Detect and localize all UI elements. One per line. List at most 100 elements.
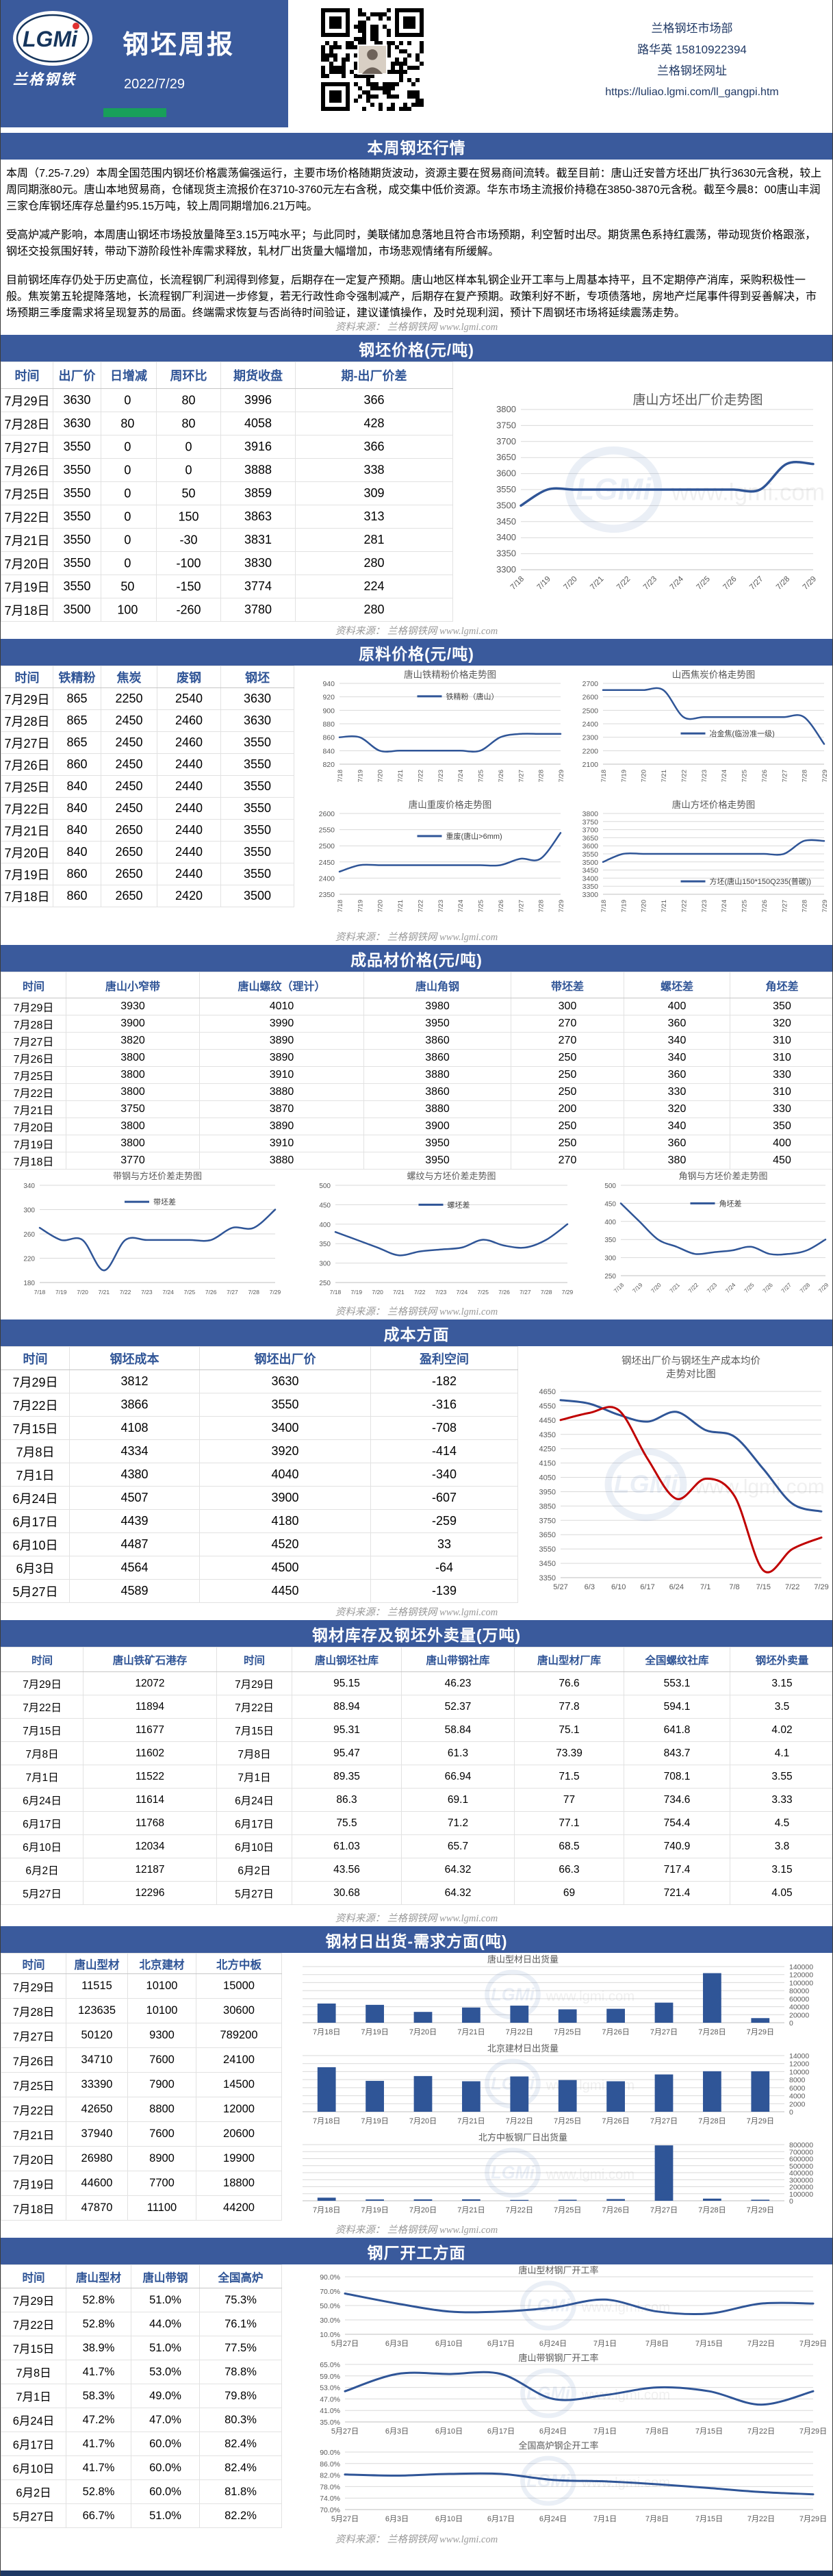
svg-text:35.0%: 35.0% xyxy=(320,2419,340,2427)
table-cell: -150 xyxy=(156,574,221,598)
svg-text:7月22日: 7月22日 xyxy=(747,2340,775,2348)
scrap-chart: 2350 2400 2450 2500 2550 2600 7/18 7/19 7/20 7/21… xyxy=(307,797,570,929)
svg-text:3700: 3700 xyxy=(496,436,516,446)
table-cell: 310 xyxy=(730,1049,832,1067)
table-cell: 7月26日 xyxy=(1,1049,66,1067)
svg-text:7/29: 7/29 xyxy=(814,1583,828,1591)
svg-text:300: 300 xyxy=(23,1207,35,1215)
table-cell: 7月21日 xyxy=(1,528,53,552)
column-header: 螺坯差 xyxy=(624,972,730,998)
source-note: 资料来源： 兰格钢铁网 www.lgmi.com xyxy=(335,625,498,637)
svg-text:6月3日: 6月3日 xyxy=(385,2340,409,2348)
table-cell: 2460 xyxy=(157,731,221,754)
table-cell: 860 xyxy=(53,863,101,885)
table-cell: 2450 xyxy=(101,753,157,776)
svg-text:7/27: 7/27 xyxy=(780,1281,793,1294)
table-cell: 3900 xyxy=(66,1015,200,1033)
table-row: 6月17日 41.7% 60.0% 82.4% xyxy=(1,2432,282,2456)
svg-text:400: 400 xyxy=(604,1219,616,1226)
table-row: 7月25日 33390 7900 14500 xyxy=(1,2072,282,2097)
databar-value: 150 xyxy=(178,509,199,523)
svg-text:7月18日: 7月18日 xyxy=(313,2028,340,2036)
table-cell: 11602 xyxy=(83,1741,217,1765)
svg-text:7/18: 7/18 xyxy=(337,770,344,783)
table-cell: 0 xyxy=(101,458,157,482)
svg-text:5月27日: 5月27日 xyxy=(331,2427,359,2436)
svg-text:7/23: 7/23 xyxy=(437,770,445,783)
svg-text:7月29日: 7月29日 xyxy=(747,2206,774,2214)
svg-text:6/24: 6/24 xyxy=(669,1583,684,1591)
table-row: 7月29日 3630 0 80 3996 366 xyxy=(1,388,453,412)
column-header: 时间 xyxy=(1,2264,66,2288)
svg-text:3500: 3500 xyxy=(496,500,516,510)
table-cell: 60.0% xyxy=(131,2432,200,2456)
table-cell: 7月19日 xyxy=(1,1135,66,1152)
svg-text:7/18: 7/18 xyxy=(613,1281,626,1294)
table-cell: 428 xyxy=(295,412,453,435)
table-cell: 14500 xyxy=(196,2072,282,2097)
coke-chart: 2100 2200 2300 2400 2500 2600 2700 7/18 7/19 7/20… xyxy=(570,667,832,799)
table-cell: -414 xyxy=(370,1439,518,1463)
svg-text:7/21: 7/21 xyxy=(393,1289,405,1296)
svg-text:7/23: 7/23 xyxy=(141,1289,153,1296)
table-row: 7月25日 3550 0 50 3859 309 xyxy=(1,481,453,505)
table-cell: 310 xyxy=(730,1083,832,1101)
svg-text:3400: 3400 xyxy=(582,874,599,883)
table-cell: 3820 xyxy=(66,1032,200,1050)
svg-text:7/28: 7/28 xyxy=(798,1281,811,1294)
table-cell: 3.5 xyxy=(730,1695,832,1719)
svg-text:7月25日: 7月25日 xyxy=(554,2028,581,2036)
svg-text:70.0%: 70.0% xyxy=(320,2288,340,2296)
table-cell: 865 xyxy=(53,709,101,732)
svg-text:7/27: 7/27 xyxy=(520,1289,531,1296)
svg-text:7/22: 7/22 xyxy=(615,575,632,592)
table-cell: 0 xyxy=(101,388,157,412)
table-cell: 26980 xyxy=(66,2146,128,2171)
table-cell: -340 xyxy=(370,1463,518,1487)
source-note: 资料来源： 兰格钢铁网 www.lgmi.com xyxy=(335,1606,498,1618)
table-cell: 641.8 xyxy=(624,1718,730,1742)
svg-text:方坯(唐山150*150Q235(普碳)): 方坯(唐山150*150Q235(普碳)) xyxy=(710,876,812,886)
table-row: 7月29日 3812 3630 -182 xyxy=(1,1369,518,1393)
svg-text:7月29日: 7月29日 xyxy=(799,2427,827,2436)
table-cell: 95.31 xyxy=(292,1718,402,1742)
section-title-text: 钢材库存及钢坯外卖量(万吨) xyxy=(311,1626,522,1644)
column-header: 北方中板 xyxy=(196,1953,282,1974)
table-cell: 7月25日 xyxy=(1,775,53,798)
databar-value: 50 xyxy=(120,579,135,593)
svg-text:500000: 500000 xyxy=(789,2162,813,2171)
svg-text:7/20: 7/20 xyxy=(377,770,385,783)
table-cell: 3930 xyxy=(66,998,200,1015)
svg-text:唐山铁精粉价格走势图: 唐山铁精粉价格走势图 xyxy=(404,669,496,680)
databar-value: 0 xyxy=(124,509,131,523)
svg-text:7/25: 7/25 xyxy=(695,575,712,592)
table-cell: 734.6 xyxy=(624,1788,730,1812)
svg-text:7/24: 7/24 xyxy=(457,1289,468,1296)
svg-text:7/22: 7/22 xyxy=(680,900,688,913)
svg-text:90.0%: 90.0% xyxy=(320,2449,340,2457)
table-cell: 4180 xyxy=(199,1509,371,1533)
table-cell: 3550 xyxy=(220,819,294,842)
svg-text:7月1日: 7月1日 xyxy=(593,2515,617,2523)
table-cell: 4010 xyxy=(199,998,364,1015)
table-cell: 6月3日 xyxy=(1,1556,70,1580)
svg-text:LGMi: LGMi xyxy=(491,1985,535,2004)
table-cell: 7月1日 xyxy=(1,1765,84,1789)
table-cell: 66.3 xyxy=(514,1858,624,1882)
table-row: 7月25日 3800 3910 3880 250 360 330 xyxy=(1,1066,832,1084)
svg-text:940: 940 xyxy=(322,680,335,688)
section-title-finished: 成品材价格(元/吨) xyxy=(1,945,832,972)
column-header: 唐山钢坯社库 xyxy=(292,1647,402,1672)
svg-text:2450: 2450 xyxy=(319,859,335,867)
svg-text:300000: 300000 xyxy=(789,2176,813,2184)
databar-value: 80 xyxy=(120,416,135,430)
svg-text:7月26日: 7月26日 xyxy=(602,2028,629,2036)
column-header: 时间 xyxy=(1,666,53,688)
table-cell: 7月27日 xyxy=(1,435,53,459)
svg-text:3450: 3450 xyxy=(582,867,599,875)
contact-url-link[interactable]: https://luliao.lgmi.com/ll_gangpi.htm xyxy=(605,86,779,98)
table-cell: 7月29日 xyxy=(1,1671,84,1695)
svg-text:6/10: 6/10 xyxy=(611,1583,626,1591)
table-cell: 3860 xyxy=(363,1049,511,1067)
table-cell: 18800 xyxy=(196,2171,282,2196)
